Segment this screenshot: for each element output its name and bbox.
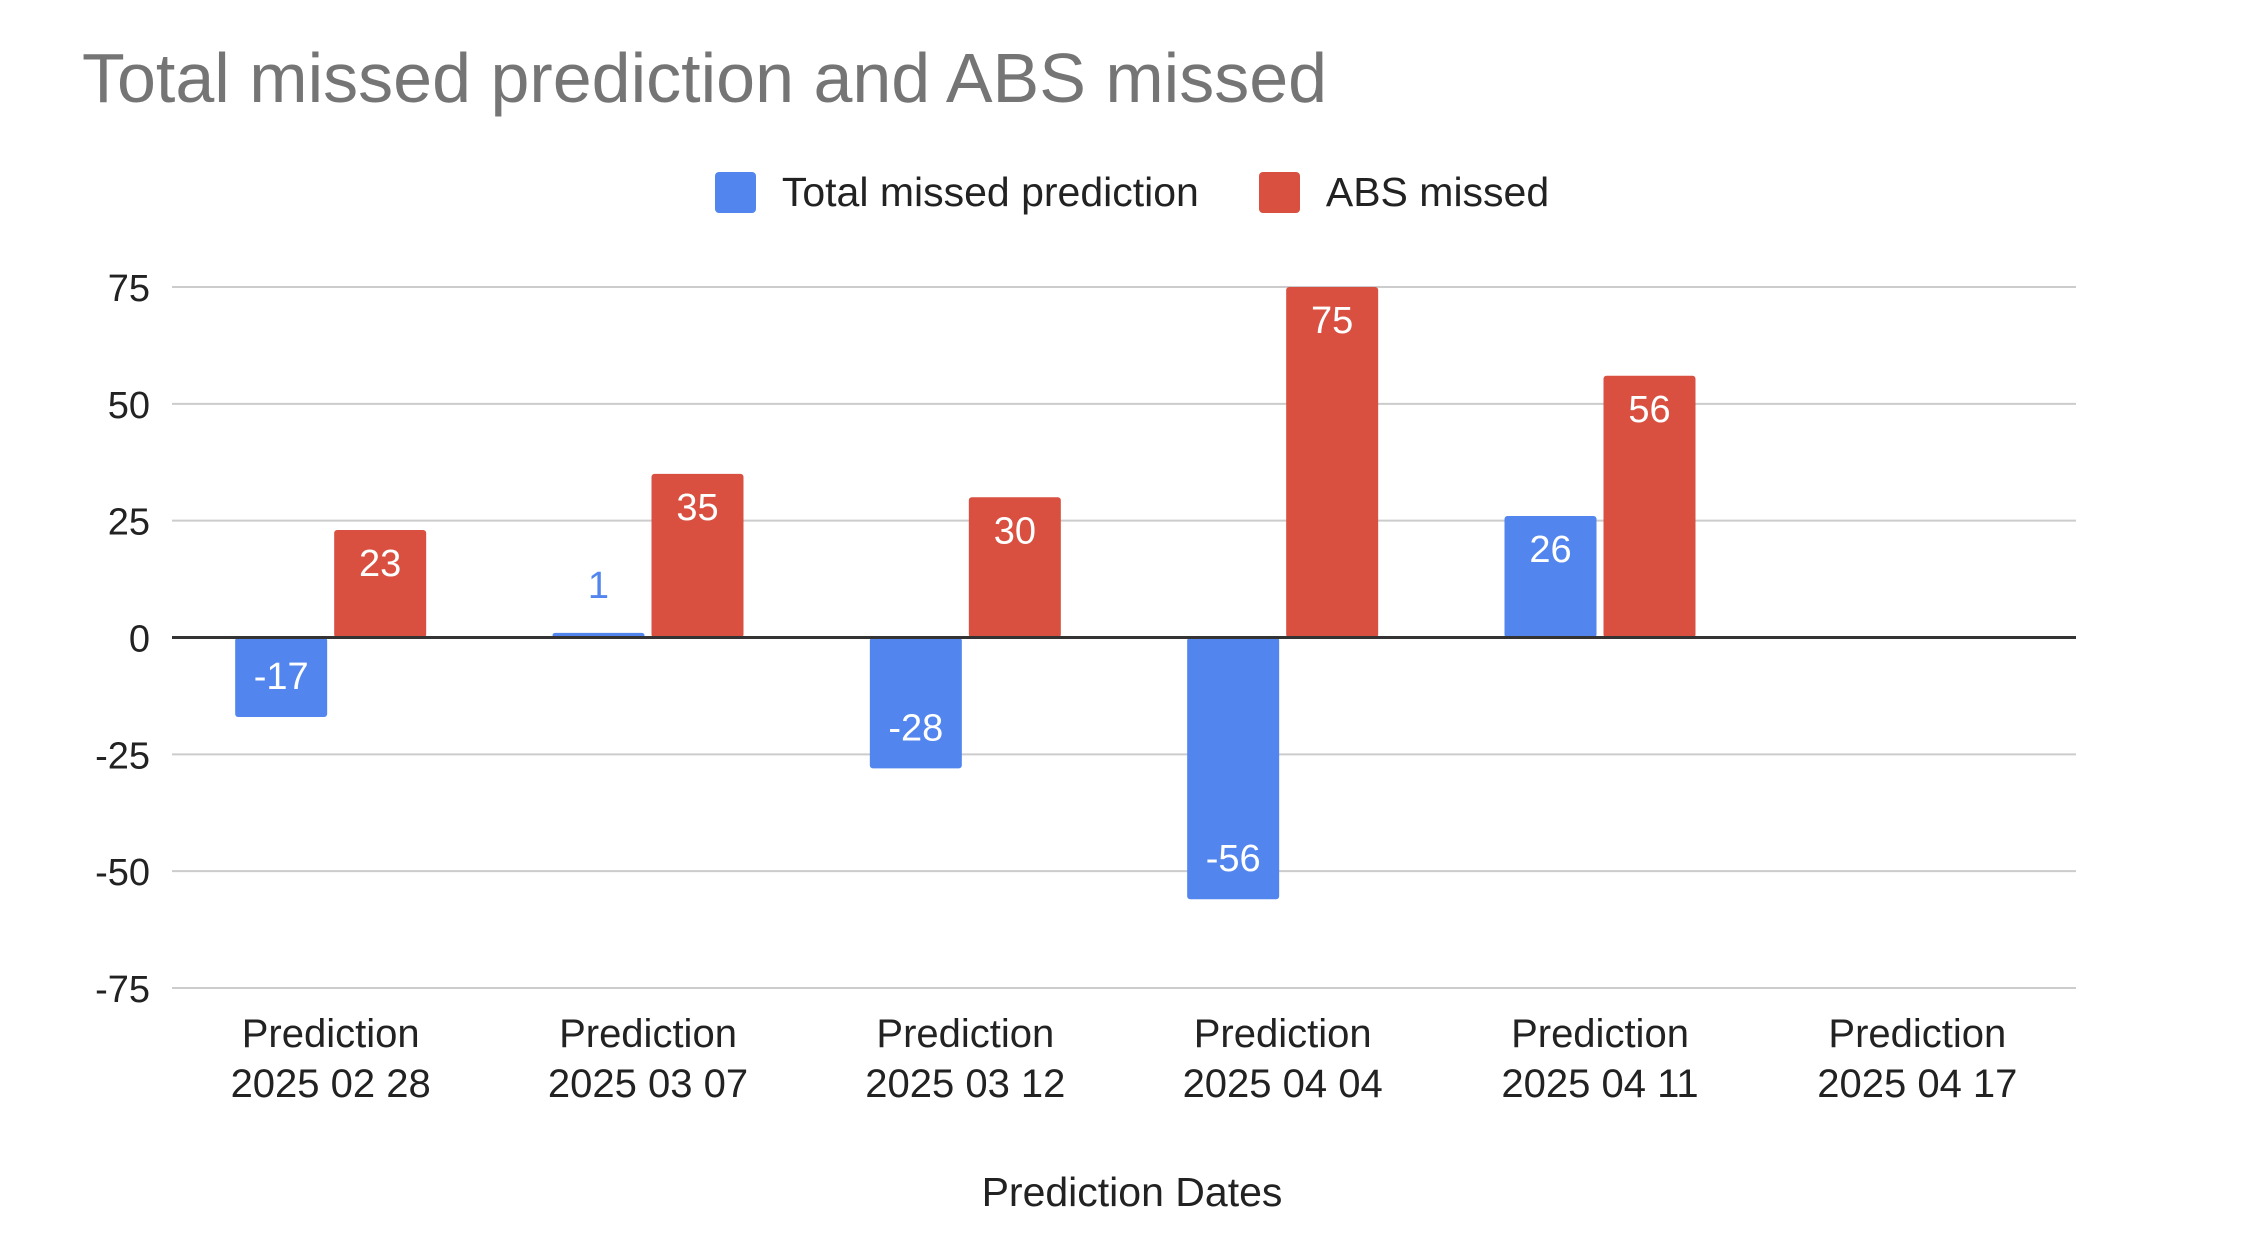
x-axis-title: Prediction Dates	[981, 1169, 1283, 1215]
bar-total-missed[interactable]	[1187, 637, 1280, 900]
x-tick-label: 2025 04 11	[1501, 1062, 1698, 1106]
data-label: 23	[359, 543, 401, 585]
legend-label-total-missed: Total missed prediction	[781, 168, 1199, 215]
data-label: -17	[254, 656, 309, 698]
bar-abs-missed[interactable]	[651, 473, 744, 638]
data-label: 56	[1628, 389, 1670, 431]
legend-label-abs-missed: ABS missed	[1325, 168, 1550, 215]
x-tick-label: Prediction	[1828, 1012, 2006, 1056]
legend-item-abs-missed[interactable]: ABS missed	[1258, 168, 1550, 216]
x-tick-label: Prediction	[876, 1012, 1054, 1056]
chart-title: Total missed prediction and ABS missed	[82, 39, 1328, 117]
x-tick-label: 2025 04 04	[1183, 1062, 1383, 1106]
y-tick-label: 25	[108, 502, 150, 544]
bar-total-missed[interactable]	[235, 637, 328, 717]
x-tick-label: Prediction	[242, 1012, 420, 1056]
x-tick-label: 2025 02 28	[231, 1062, 431, 1106]
data-label: 75	[1311, 300, 1353, 342]
legend-item-total-missed[interactable]: Total missed prediction	[714, 168, 1199, 216]
x-tick-label: 2025 03 07	[548, 1062, 748, 1106]
y-tick-label: 0	[129, 619, 150, 661]
y-tick-label: 75	[108, 268, 150, 310]
bar-total-missed[interactable]	[1504, 515, 1597, 638]
x-tick-label: 2025 03 12	[865, 1062, 1065, 1106]
y-tick-label: -75	[95, 969, 150, 1011]
data-label: -56	[1206, 838, 1261, 880]
bar-abs-missed[interactable]	[1286, 287, 1379, 638]
x-tick-label: 2025 04 17	[1817, 1062, 2017, 1106]
data-label: 30	[994, 510, 1036, 552]
data-label: 35	[676, 487, 718, 529]
y-tick-label: 50	[108, 385, 150, 427]
x-tick-label: Prediction	[1511, 1012, 1689, 1056]
y-tick-label: -25	[95, 735, 150, 777]
y-tick-label: -50	[95, 852, 150, 894]
data-label: -28	[888, 707, 943, 749]
bar-abs-missed[interactable]	[968, 497, 1061, 638]
bar-abs-missed[interactable]	[334, 530, 427, 638]
legend: Total missed prediction ABS missed	[0, 162, 2264, 222]
x-tick-label: Prediction	[559, 1012, 737, 1056]
data-label: 26	[1529, 529, 1571, 571]
bar-abs-missed[interactable]	[1603, 375, 1696, 638]
bar-total-missed[interactable]	[869, 637, 962, 769]
x-tick-label: Prediction	[1194, 1012, 1372, 1056]
data-label: 1	[588, 565, 609, 607]
legend-swatch-abs-missed	[1258, 171, 1300, 213]
legend-swatch-total-missed	[714, 171, 756, 213]
